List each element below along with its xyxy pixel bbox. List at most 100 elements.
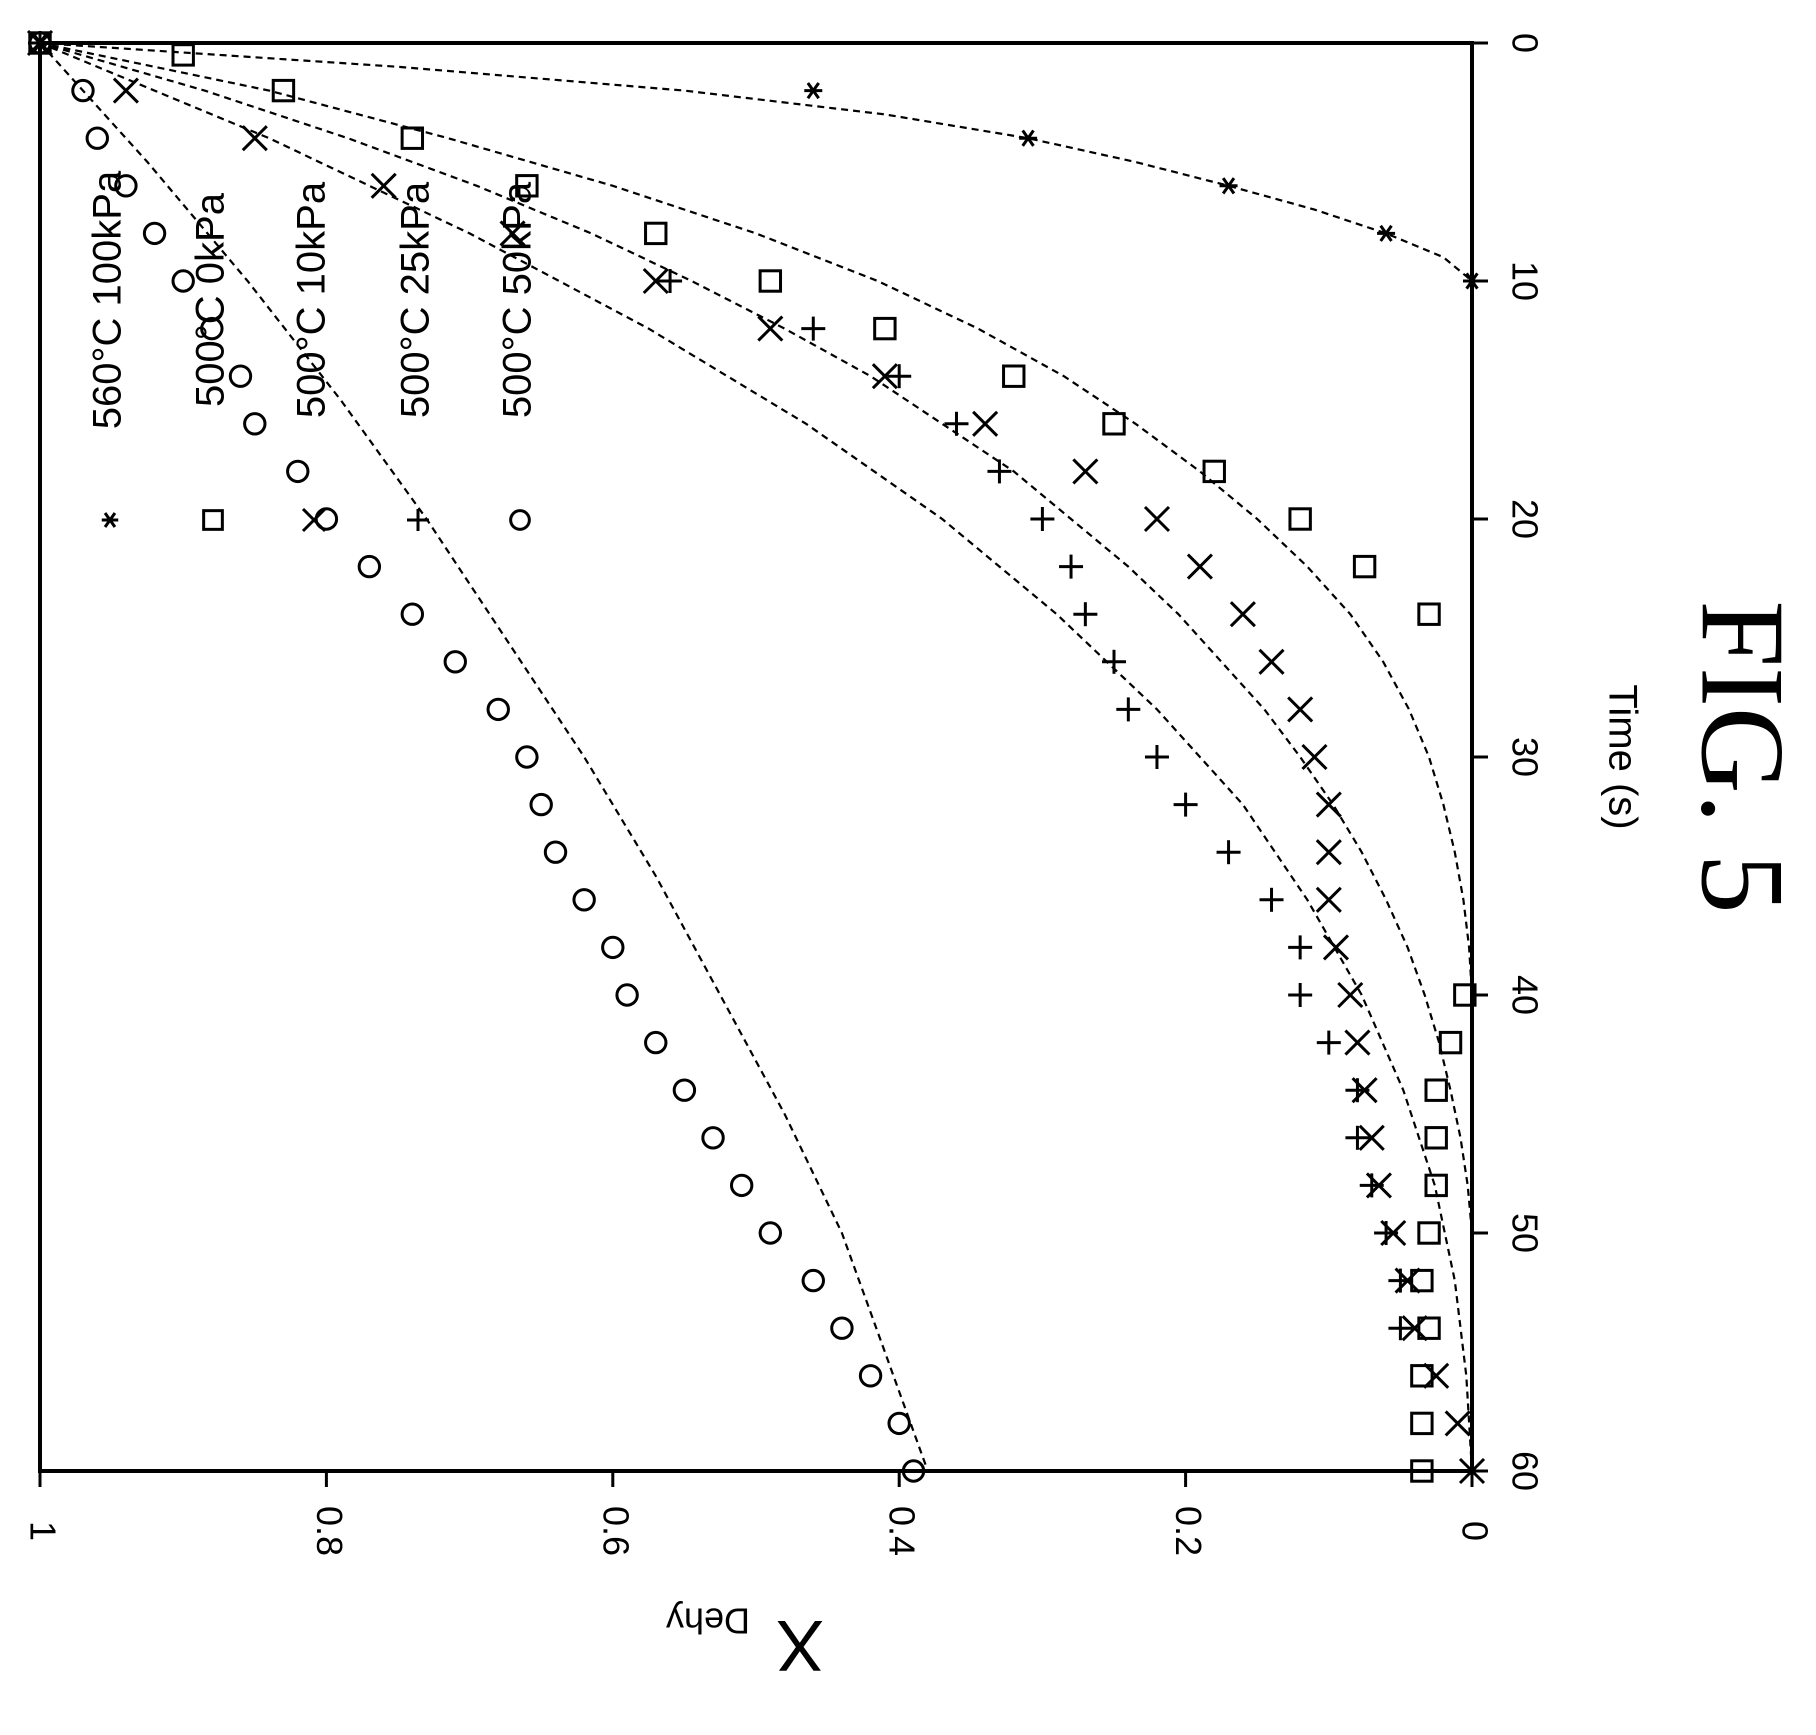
square-marker [1417, 1316, 1441, 1340]
asterisk-marker [1377, 224, 1396, 242]
circle-marker [572, 888, 596, 912]
circle-marker [286, 459, 310, 484]
square-marker [1288, 507, 1312, 531]
y-tick-label: 1 [22, 1521, 63, 1541]
x-marker [499, 220, 526, 247]
circle-marker [400, 602, 425, 626]
square-marker [202, 509, 224, 531]
x-marker [1143, 505, 1171, 533]
fit-curve [39, 41, 1474, 996]
circle-marker [901, 1459, 926, 1483]
x-marker [1315, 839, 1342, 866]
x-marker [1258, 648, 1285, 675]
x-tick-label: 20 [1504, 499, 1545, 539]
circle-marker [758, 1221, 783, 1245]
legend-label: 500°C 50kPa [496, 181, 540, 418]
legend-label: 500°C 10kPa [290, 181, 334, 418]
x-tick-label: 50 [1504, 1213, 1545, 1253]
x-marker [370, 172, 397, 199]
circle-marker [228, 364, 253, 388]
square-marker [1410, 1364, 1434, 1388]
square-marker [271, 78, 296, 103]
circle-marker [701, 1126, 725, 1150]
circle-marker [71, 78, 95, 103]
y-axis-label-main: X [776, 1605, 824, 1685]
circle-marker [529, 792, 553, 817]
square-marker [1424, 1126, 1448, 1150]
asterisk-marker [1463, 272, 1481, 290]
circle-marker [171, 269, 195, 293]
circle-marker [887, 1411, 911, 1436]
x-marker [1301, 743, 1328, 771]
plus-marker [1259, 887, 1284, 912]
x-marker [871, 363, 898, 390]
plus-marker [1030, 507, 1055, 531]
legend-item: 500°C 25kPa [394, 181, 438, 531]
legend: 560°C 100kPa 500°C 0kPa 500°C 10kPa 500°C 2… [86, 170, 540, 533]
x-marker [642, 267, 669, 295]
legend-item: 500°C 0kPa [189, 192, 233, 531]
circle-marker [830, 1316, 854, 1340]
circle-marker [200, 316, 224, 341]
plus-marker [987, 459, 1012, 484]
x-marker [1344, 1029, 1371, 1056]
x-marker [1186, 553, 1213, 580]
square-marker [1410, 1459, 1434, 1483]
circle-marker [357, 554, 382, 579]
x-marker [1337, 981, 1364, 1009]
circle-marker [243, 412, 267, 436]
circle-marker [672, 1078, 697, 1102]
plus-marker [1144, 745, 1169, 769]
fit-curve [39, 41, 1474, 1472]
square-marker [1453, 983, 1477, 1007]
plus-marker [1173, 792, 1198, 817]
y-tick-label: 0 [1454, 1521, 1495, 1541]
asterisk-marker [804, 82, 823, 100]
circle-marker [509, 509, 531, 531]
circle-marker [601, 935, 625, 960]
plus-marker [1388, 1316, 1413, 1341]
x-tick-label: 0 [1504, 33, 1545, 53]
plus-marker [1316, 1030, 1341, 1055]
circle-marker [858, 1364, 883, 1388]
plus-marker [28, 31, 52, 55]
fit-curve [39, 41, 1474, 1234]
x-tick-label: 40 [1504, 975, 1545, 1015]
circle-marker [114, 174, 138, 198]
x-axis-label: Time (s) [1600, 684, 1644, 829]
asterisk-marker [1219, 177, 1238, 195]
circle-marker [28, 31, 52, 55]
plus-marker [1102, 649, 1126, 674]
x-marker [241, 125, 268, 152]
plus-marker [1345, 1078, 1370, 1103]
x-marker [1315, 886, 1342, 913]
circle-marker [644, 1030, 668, 1055]
x-marker [1229, 601, 1256, 628]
x-marker [972, 410, 999, 437]
x-tick-label: 10 [1504, 261, 1545, 301]
fit-curve [39, 41, 1473, 282]
x-marker [1072, 458, 1099, 485]
plus-marker [1116, 697, 1141, 722]
fit-curve [39, 42, 929, 1472]
plus-marker [1059, 554, 1084, 579]
square-marker [758, 269, 783, 293]
legend-item: 500°C 10kPa [290, 181, 334, 533]
circle-marker [486, 697, 510, 722]
asterisk-marker [1019, 129, 1038, 147]
plus-marker [1345, 1125, 1370, 1150]
x-tick-label: 60 [1504, 1451, 1545, 1491]
plot-frame-group [38, 41, 1474, 1473]
x-marker [1358, 1124, 1385, 1151]
plus-marker [1288, 935, 1313, 960]
legend-item: 560°C 100kPa [86, 170, 130, 528]
legend-label: 500°C 0kPa [189, 192, 233, 407]
x-marker [757, 315, 784, 342]
square-marker [171, 43, 195, 67]
y-axis-label-subscript: Dehy [666, 1600, 750, 1641]
plus-marker [887, 364, 912, 389]
plus-marker [1388, 1268, 1413, 1293]
circle-marker [729, 1173, 754, 1198]
figure-label: FIG. 5 [1676, 600, 1809, 913]
